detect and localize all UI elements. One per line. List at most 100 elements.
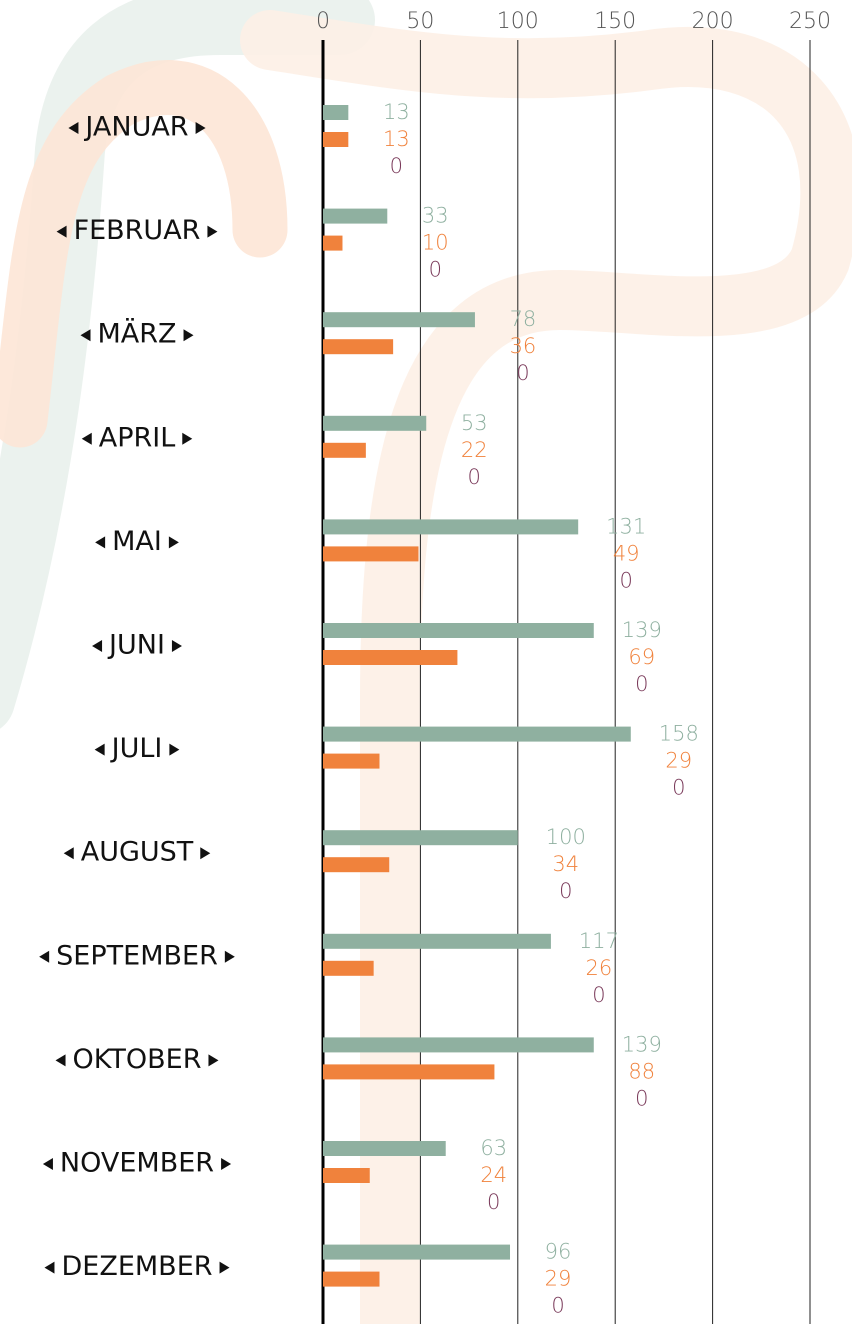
bar bbox=[323, 1244, 511, 1260]
x-tick-label: 50 bbox=[406, 9, 434, 34]
value-label: 78 bbox=[510, 307, 537, 331]
prev-arrow[interactable] bbox=[81, 432, 92, 445]
value-label: 63 bbox=[480, 1136, 507, 1160]
value-label: 0 bbox=[559, 879, 572, 903]
bar bbox=[323, 132, 349, 147]
value-label: 0 bbox=[672, 776, 685, 800]
x-tick-label: 100 bbox=[497, 9, 539, 34]
value-label: 36 bbox=[510, 334, 537, 358]
next-arrow[interactable] bbox=[207, 225, 218, 238]
bar bbox=[323, 650, 458, 665]
value-label: 0 bbox=[635, 1086, 648, 1110]
value-label: 100 bbox=[546, 825, 586, 849]
value-label: 34 bbox=[552, 852, 579, 876]
value-label: 0 bbox=[390, 154, 403, 178]
next-arrow[interactable] bbox=[183, 329, 194, 342]
value-label: 33 bbox=[422, 204, 449, 228]
bar bbox=[323, 442, 366, 458]
bar bbox=[323, 960, 374, 976]
category-label: SEPTEMBER bbox=[56, 940, 218, 971]
next-arrow[interactable] bbox=[208, 1054, 219, 1067]
value-label: 0 bbox=[635, 672, 648, 696]
x-tick-label: 150 bbox=[594, 9, 636, 34]
prev-arrow[interactable] bbox=[92, 640, 103, 652]
next-arrow[interactable] bbox=[171, 640, 182, 652]
prev-arrow[interactable] bbox=[63, 847, 74, 860]
category-label: APRIL bbox=[99, 422, 176, 453]
category-label: MÄRZ bbox=[97, 318, 176, 350]
x-tick-label: 200 bbox=[692, 9, 734, 34]
bar bbox=[323, 235, 343, 251]
bar bbox=[323, 105, 349, 120]
next-arrow[interactable] bbox=[224, 950, 235, 963]
value-label: 0 bbox=[516, 361, 529, 385]
category-label: JUNI bbox=[107, 630, 165, 661]
category-label: JULI bbox=[110, 733, 163, 764]
next-arrow[interactable] bbox=[182, 432, 193, 445]
value-label: 158 bbox=[659, 722, 699, 746]
value-label: 53 bbox=[461, 411, 488, 435]
value-label: 117 bbox=[579, 929, 619, 953]
bar bbox=[323, 1037, 594, 1053]
next-arrow[interactable] bbox=[221, 1158, 232, 1170]
bar bbox=[323, 933, 551, 949]
value-label: 96 bbox=[545, 1240, 572, 1264]
prev-arrow[interactable] bbox=[68, 122, 79, 134]
category-label: DEZEMBER bbox=[61, 1251, 212, 1282]
value-label: 10 bbox=[422, 231, 449, 255]
x-tick-label: 0 bbox=[316, 9, 330, 34]
bar bbox=[323, 753, 380, 769]
category-label: JANUAR bbox=[83, 112, 188, 143]
bar bbox=[323, 857, 390, 873]
value-label: 13 bbox=[383, 100, 410, 124]
category-label: AUGUST bbox=[81, 837, 194, 868]
value-label: 49 bbox=[613, 541, 640, 565]
next-arrow[interactable] bbox=[195, 122, 206, 134]
category-label: FEBRUAR bbox=[74, 215, 201, 246]
prev-arrow[interactable] bbox=[94, 743, 105, 756]
category-label: MAI bbox=[112, 526, 162, 557]
bar bbox=[323, 339, 394, 355]
value-label: 0 bbox=[487, 1190, 500, 1214]
bar bbox=[323, 726, 631, 742]
value-label: 29 bbox=[545, 1267, 572, 1291]
value-label: 13 bbox=[383, 127, 410, 151]
bar bbox=[323, 1271, 380, 1287]
category-label: OKTOBER bbox=[73, 1044, 202, 1075]
prev-arrow[interactable] bbox=[55, 1054, 66, 1067]
prev-arrow[interactable] bbox=[39, 950, 50, 963]
next-arrow[interactable] bbox=[200, 847, 211, 860]
value-label: 0 bbox=[468, 465, 481, 489]
bar bbox=[323, 1168, 370, 1183]
value-label: 139 bbox=[622, 618, 662, 642]
bar bbox=[323, 312, 475, 328]
value-label: 0 bbox=[592, 983, 605, 1007]
value-label: 29 bbox=[665, 749, 692, 773]
prev-arrow[interactable] bbox=[95, 536, 106, 549]
value-label: 22 bbox=[461, 438, 488, 462]
value-label: 0 bbox=[551, 1294, 564, 1318]
value-label: 139 bbox=[622, 1032, 662, 1056]
value-label: 24 bbox=[480, 1163, 507, 1187]
bar bbox=[323, 519, 579, 535]
value-label: 26 bbox=[586, 956, 613, 980]
prev-arrow[interactable] bbox=[56, 225, 67, 238]
category-label: NOVEMBER bbox=[60, 1148, 214, 1179]
prev-arrow[interactable] bbox=[44, 1261, 55, 1274]
bar bbox=[323, 1064, 495, 1080]
bar bbox=[323, 1141, 446, 1156]
value-label: 69 bbox=[628, 645, 655, 669]
value-label: 0 bbox=[620, 568, 633, 592]
bar bbox=[323, 623, 594, 638]
bar bbox=[323, 208, 388, 224]
x-tick-label: 250 bbox=[789, 9, 831, 34]
next-arrow[interactable] bbox=[219, 1261, 230, 1274]
prev-arrow[interactable] bbox=[42, 1158, 53, 1170]
next-arrow[interactable] bbox=[168, 536, 179, 549]
value-label: 131 bbox=[606, 514, 646, 538]
next-arrow[interactable] bbox=[169, 743, 180, 756]
value-label: 0 bbox=[429, 258, 442, 282]
prev-arrow[interactable] bbox=[80, 329, 91, 342]
